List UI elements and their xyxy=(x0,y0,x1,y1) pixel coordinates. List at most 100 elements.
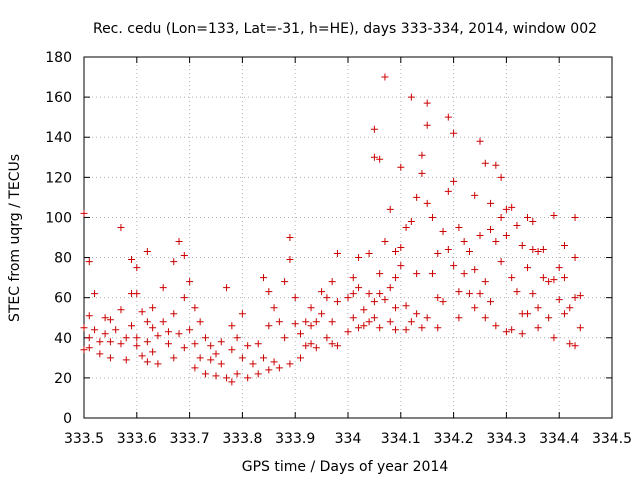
data-point xyxy=(481,159,489,167)
data-point xyxy=(476,137,484,145)
data-point xyxy=(376,324,384,332)
data-point xyxy=(428,213,436,221)
data-point xyxy=(191,304,199,312)
data-point xyxy=(460,270,468,278)
data-point xyxy=(217,360,225,368)
data-point xyxy=(312,318,320,326)
data-point xyxy=(265,322,273,330)
data-point xyxy=(196,354,204,362)
data-point xyxy=(418,151,426,159)
data-point xyxy=(291,320,299,328)
data-point xyxy=(286,360,294,368)
data-point xyxy=(275,318,283,326)
data-point xyxy=(133,290,141,298)
data-point xyxy=(497,173,505,181)
data-point xyxy=(138,308,146,316)
data-point xyxy=(85,258,93,266)
data-point xyxy=(286,234,294,241)
data-point xyxy=(370,314,378,322)
data-point xyxy=(428,270,436,278)
data-point xyxy=(397,262,405,270)
data-point xyxy=(423,199,431,207)
data-point xyxy=(328,278,336,286)
data-point xyxy=(402,223,410,231)
data-point xyxy=(122,334,130,342)
data-point xyxy=(529,217,537,225)
data-point xyxy=(312,344,320,352)
data-point xyxy=(143,358,151,366)
data-point xyxy=(133,342,141,350)
data-point xyxy=(296,354,304,362)
data-point xyxy=(397,244,405,252)
data-point xyxy=(392,248,400,256)
data-point xyxy=(423,314,431,322)
data-point xyxy=(154,360,162,368)
data-point xyxy=(434,294,442,302)
data-point xyxy=(228,322,236,330)
data-point xyxy=(201,334,209,342)
data-point xyxy=(508,203,516,211)
data-point xyxy=(370,125,378,133)
data-point xyxy=(571,213,579,221)
data-point xyxy=(212,350,220,358)
data-point xyxy=(518,242,526,250)
data-point xyxy=(376,270,384,278)
data-point xyxy=(355,324,363,332)
data-point xyxy=(423,99,431,107)
x-axis-title: GPS time / Days of year 2014 xyxy=(242,459,449,475)
y-axis-title: STEC from uqrg / TECUs xyxy=(7,154,23,322)
data-point xyxy=(418,324,426,332)
data-point xyxy=(260,354,268,362)
data-point xyxy=(143,248,151,256)
data-point xyxy=(381,296,389,304)
data-point xyxy=(318,310,326,318)
data-point xyxy=(318,288,326,296)
data-point xyxy=(217,338,225,346)
data-point xyxy=(101,330,109,338)
data-point xyxy=(223,374,231,382)
data-point xyxy=(397,163,405,171)
data-point xyxy=(392,304,400,312)
data-point xyxy=(244,374,252,382)
data-point xyxy=(307,304,315,312)
data-point xyxy=(138,352,146,360)
data-point xyxy=(260,274,268,282)
data-point xyxy=(502,231,510,239)
y-tick-label: 120 xyxy=(45,170,72,186)
data-point xyxy=(539,274,547,282)
data-point xyxy=(159,318,167,326)
data-point xyxy=(180,252,188,260)
data-point xyxy=(455,314,463,322)
data-point xyxy=(355,254,363,262)
data-point xyxy=(180,294,188,302)
x-tick-label: 334.5 xyxy=(592,431,632,447)
data-point xyxy=(143,318,151,326)
data-point xyxy=(476,231,484,239)
data-point xyxy=(566,304,574,312)
data-point xyxy=(386,284,394,292)
data-point xyxy=(143,338,151,346)
data-point xyxy=(207,342,215,350)
data-point xyxy=(450,129,458,137)
data-point xyxy=(413,310,421,318)
data-point xyxy=(386,205,394,213)
grid-lines xyxy=(84,57,612,418)
data-point xyxy=(228,346,236,354)
data-point xyxy=(497,258,505,266)
data-point xyxy=(117,223,125,231)
data-point xyxy=(112,326,120,334)
data-point xyxy=(91,326,99,334)
x-tick-label: 334.3 xyxy=(486,431,526,447)
data-point xyxy=(296,330,304,338)
y-tick-label: 20 xyxy=(54,371,72,387)
y-tick-label: 160 xyxy=(45,90,72,106)
data-point xyxy=(223,284,231,292)
data-point xyxy=(539,246,547,254)
data-point xyxy=(476,290,484,298)
data-point xyxy=(487,225,495,233)
data-point xyxy=(344,328,352,336)
data-point xyxy=(524,264,532,272)
data-point xyxy=(481,278,489,286)
data-point xyxy=(164,328,172,336)
x-tick-label: 333.8 xyxy=(222,431,262,447)
